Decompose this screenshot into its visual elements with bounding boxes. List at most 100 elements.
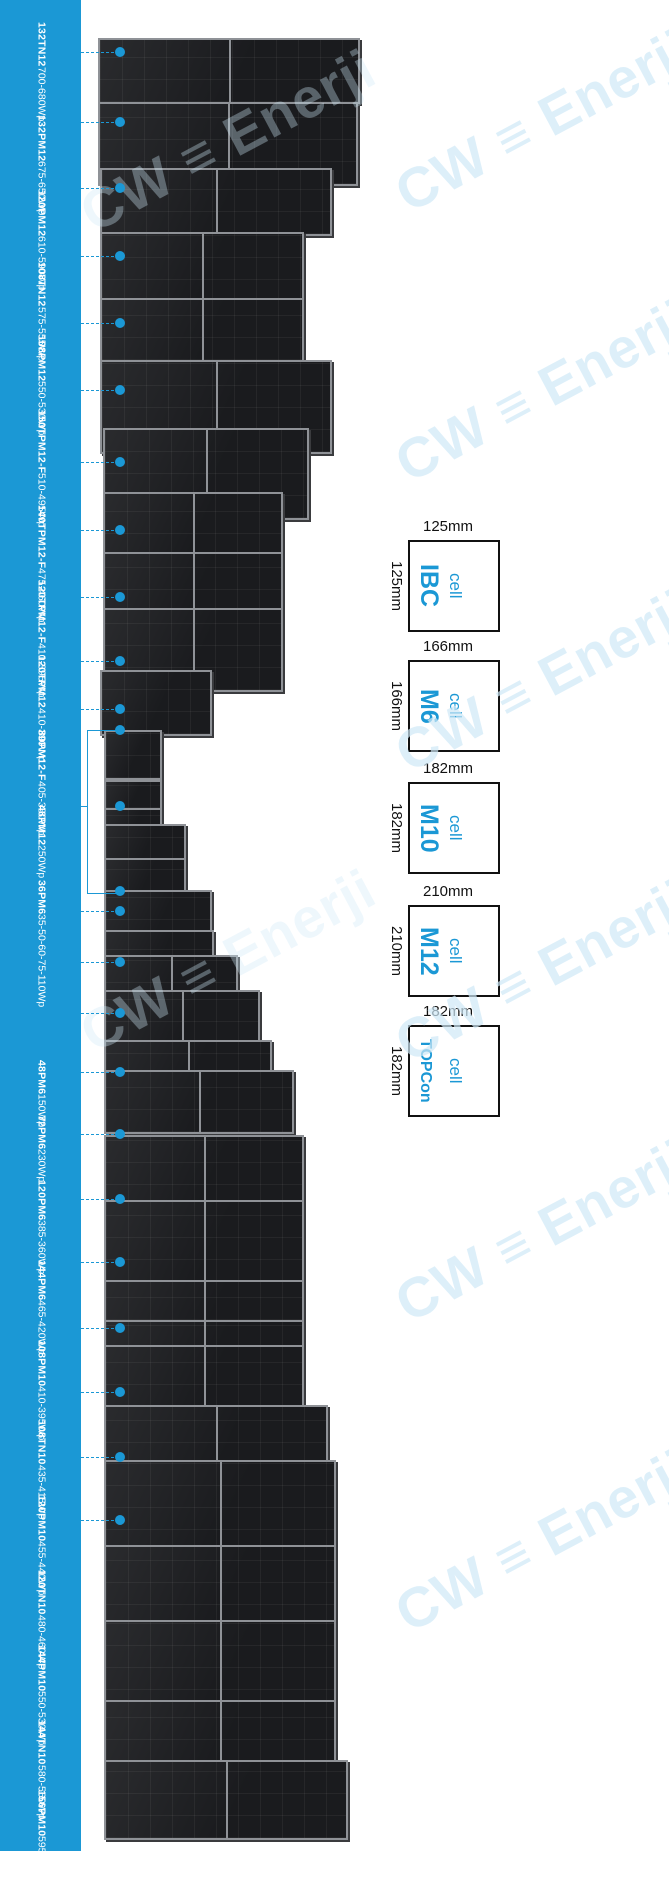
model-code: 80PM12-F bbox=[35, 730, 48, 781]
model-power: 550-530Wp bbox=[35, 381, 48, 436]
model-code: 48PM6 bbox=[35, 1060, 48, 1095]
model-power: 465-420Wp bbox=[35, 1300, 48, 1355]
cell-name: M6 bbox=[415, 688, 443, 724]
cell-width-label: 182mm bbox=[422, 760, 474, 777]
panel-split bbox=[216, 170, 218, 234]
model-power: 435-415Wp bbox=[35, 1464, 48, 1519]
panel-split bbox=[229, 40, 231, 102]
panel-glare bbox=[106, 732, 160, 778]
leader-line bbox=[81, 1457, 119, 1458]
model-code: 108TN10 bbox=[35, 1420, 48, 1465]
panel-glare bbox=[106, 1202, 302, 1282]
model-power: 595-565Wp bbox=[35, 1836, 48, 1891]
cell-height-label: 182mm bbox=[388, 1045, 405, 1097]
leader-dot bbox=[115, 47, 125, 57]
leader-dot bbox=[115, 725, 125, 735]
leader-line bbox=[81, 52, 119, 53]
panel-split bbox=[193, 610, 195, 690]
leader-line bbox=[81, 1262, 119, 1263]
model-label: 132PM12 675-650Wp bbox=[4, 115, 78, 216]
panel-glare bbox=[106, 1137, 302, 1207]
watermark-text: CW ≡ Enerji bbox=[384, 286, 669, 495]
panel-glare bbox=[106, 1547, 334, 1627]
solar-panel bbox=[104, 1345, 304, 1409]
leader-dot bbox=[115, 656, 125, 666]
model-code: 48PM12 bbox=[35, 805, 48, 846]
model-code: 132TN12 bbox=[35, 22, 48, 67]
panel-split bbox=[204, 1282, 206, 1342]
panel-split bbox=[216, 1407, 218, 1487]
model-power: 455-440Wp bbox=[35, 1541, 48, 1596]
model-label: 120TN10 480-460Wp bbox=[4, 1570, 78, 1669]
cell-box: M6 cell bbox=[408, 660, 500, 752]
panel-glare bbox=[106, 1622, 334, 1712]
cell-height-label: 182mm bbox=[388, 802, 405, 854]
panel-glare bbox=[105, 554, 281, 612]
cell-box: TOPCon cell bbox=[408, 1025, 500, 1117]
model-power: 700-680Wp bbox=[35, 66, 48, 121]
leader-dot bbox=[115, 1194, 125, 1204]
model-power: 550-530Wp bbox=[35, 1691, 48, 1746]
model-power: 385-360Wp bbox=[35, 1220, 48, 1275]
model-code: 120TN10 bbox=[35, 1570, 48, 1615]
leader-dot bbox=[115, 183, 125, 193]
model-label: 108TN10 435-415Wp bbox=[4, 1420, 78, 1519]
panel-split bbox=[202, 234, 204, 302]
solar-panel bbox=[100, 298, 304, 362]
leader-line bbox=[81, 323, 119, 324]
panel-split bbox=[202, 300, 204, 360]
panel-split bbox=[216, 362, 218, 452]
solar-panel bbox=[104, 1620, 336, 1714]
solar-panel bbox=[103, 552, 283, 614]
model-label: 132TN12 700-680Wp bbox=[4, 22, 78, 121]
leader-dot bbox=[115, 1515, 125, 1525]
cell-grid bbox=[106, 826, 184, 860]
leader-line bbox=[81, 597, 119, 598]
model-power: 150Wp bbox=[35, 1094, 48, 1128]
leader-dot bbox=[115, 704, 125, 714]
cell-grid bbox=[102, 672, 210, 734]
model-code: 120TPM12 bbox=[35, 655, 48, 708]
leader-line bbox=[81, 462, 119, 463]
cell-sub: cell bbox=[446, 938, 465, 964]
watermark-text: CW ≡ Enerji bbox=[384, 1436, 669, 1645]
leader-dot bbox=[115, 457, 125, 467]
panel-glare bbox=[106, 1347, 302, 1407]
panel-split bbox=[220, 1547, 222, 1627]
model-label: 48PM6 150Wp bbox=[4, 1060, 78, 1128]
model-code: 120PM12 bbox=[35, 190, 48, 237]
panel-glare bbox=[106, 1702, 334, 1762]
panel-split bbox=[226, 1762, 228, 1838]
leader-line bbox=[81, 1013, 119, 1014]
panel-glare bbox=[105, 494, 281, 556]
model-power: 410-390Wp bbox=[35, 707, 48, 763]
model-label: 140TPM12-F 475-460Wp bbox=[4, 505, 78, 623]
model-code: 120PM10 bbox=[35, 1495, 48, 1542]
cell-width-label: 210mm bbox=[422, 883, 474, 900]
panel-split bbox=[220, 1462, 222, 1552]
leader-dot bbox=[115, 906, 125, 916]
solar-panel bbox=[104, 1760, 348, 1840]
model-power: 480-460Wp bbox=[35, 1614, 48, 1669]
solar-panel bbox=[103, 492, 283, 558]
model-power: 510-495Wp bbox=[35, 473, 48, 528]
model-power: 475-460Wp bbox=[35, 568, 48, 623]
solar-panel bbox=[100, 670, 212, 736]
model-label: 48PM12 250Wp bbox=[4, 805, 78, 879]
solar-panel bbox=[104, 1070, 294, 1134]
model-code: 120TPM12-F bbox=[35, 580, 48, 644]
leader-line bbox=[81, 390, 119, 391]
model-code: 108PM12 bbox=[35, 335, 48, 382]
cell-width-label: 125mm bbox=[422, 518, 474, 535]
watermark-text: CW ≡ Enerji bbox=[384, 1126, 669, 1335]
leader-line bbox=[81, 1392, 119, 1393]
panel-split bbox=[204, 1202, 206, 1282]
leader-line bbox=[81, 530, 119, 531]
leader-dot bbox=[115, 1387, 125, 1397]
model-code: 144PM6 bbox=[35, 1260, 48, 1301]
model-code: 156PM10 bbox=[35, 1790, 48, 1837]
model-label: 80PM12-F 405-380Wp bbox=[4, 730, 78, 835]
panel-glare bbox=[100, 40, 358, 102]
leader-dot bbox=[115, 251, 125, 261]
model-label: 144PM6 465-420Wp bbox=[4, 1260, 78, 1355]
